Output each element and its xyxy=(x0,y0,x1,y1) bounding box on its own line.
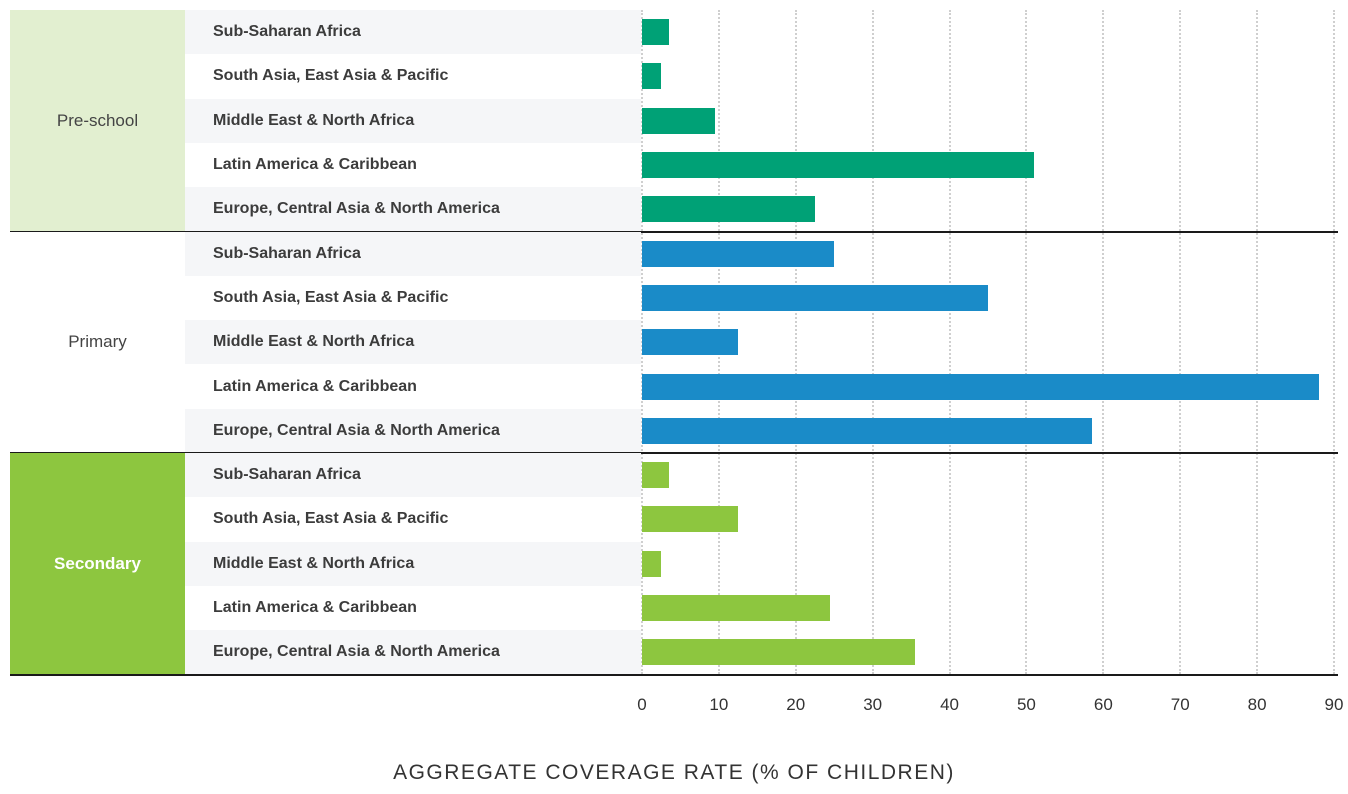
bar xyxy=(642,240,835,267)
category-label: Europe, Central Asia & North America xyxy=(213,200,500,218)
row-background xyxy=(185,541,641,586)
group-separator xyxy=(10,673,1338,676)
x-tick-label: 10 xyxy=(709,695,729,714)
bar xyxy=(642,595,831,622)
x-tick-label: 30 xyxy=(863,695,883,714)
category-label: Sub-Saharan Africa xyxy=(213,244,361,262)
group-label-secondary: Secondary xyxy=(10,453,185,675)
row-background xyxy=(185,408,641,453)
category-label: Middle East & North Africa xyxy=(213,111,415,129)
category-label: Middle East & North Africa xyxy=(213,333,415,351)
category-label: South Asia, East Asia & Pacific xyxy=(213,288,449,306)
row-background xyxy=(185,98,641,143)
row-background xyxy=(185,231,641,276)
group-label-pre-school: Pre-school xyxy=(10,10,185,232)
group-label-primary: Primary xyxy=(10,231,185,453)
category-label: South Asia, East Asia & Pacific xyxy=(213,67,449,85)
bar xyxy=(642,373,1319,400)
bar xyxy=(642,329,739,356)
group-separator xyxy=(10,230,1338,233)
group-separator xyxy=(10,452,1338,454)
category-label: Latin America & Caribbean xyxy=(213,377,417,395)
bar xyxy=(642,639,915,666)
bar xyxy=(642,462,669,489)
category-label: South Asia, East Asia & Pacific xyxy=(213,510,449,528)
x-tick-label: 20 xyxy=(786,695,806,714)
row-background xyxy=(185,453,641,498)
gridline xyxy=(1256,10,1259,674)
gridline xyxy=(1025,10,1028,674)
x-tick-label: 60 xyxy=(1093,695,1113,714)
row-background xyxy=(185,187,641,232)
bar xyxy=(642,19,669,46)
gridline xyxy=(794,10,797,674)
x-tick-label: 70 xyxy=(1170,695,1190,714)
category-label: Middle East & North Africa xyxy=(213,554,415,572)
gridline xyxy=(1102,10,1105,674)
bar xyxy=(642,417,1092,444)
bar xyxy=(642,284,988,311)
gridline xyxy=(1179,10,1182,674)
gridline xyxy=(1333,10,1335,674)
category-label: Europe, Central Asia & North America xyxy=(213,643,500,661)
row-background xyxy=(185,630,641,675)
bar xyxy=(642,550,662,577)
bar xyxy=(642,506,739,533)
x-tick-label: 50 xyxy=(1016,695,1036,714)
x-axis-title: AGGREGATE COVERAGE RATE (% OF CHILDREN) xyxy=(393,761,955,784)
row-background xyxy=(185,10,641,55)
category-label: Latin America & Caribbean xyxy=(213,156,417,174)
bar xyxy=(642,196,815,223)
bar xyxy=(642,152,1035,179)
gridline xyxy=(948,10,951,674)
category-label: Sub-Saharan Africa xyxy=(213,466,361,484)
x-tick-label: 40 xyxy=(940,695,960,714)
bar xyxy=(642,107,716,134)
category-label: Sub-Saharan Africa xyxy=(213,23,361,41)
row-background xyxy=(185,320,641,365)
x-tick-label: 90 xyxy=(1324,695,1344,714)
x-tick-label: 80 xyxy=(1247,695,1267,714)
bar xyxy=(642,63,662,90)
category-label: Europe, Central Asia & North America xyxy=(213,421,500,439)
category-label: Latin America & Caribbean xyxy=(213,599,417,617)
gridline xyxy=(871,10,874,674)
x-tick-label: 0 xyxy=(637,695,647,714)
